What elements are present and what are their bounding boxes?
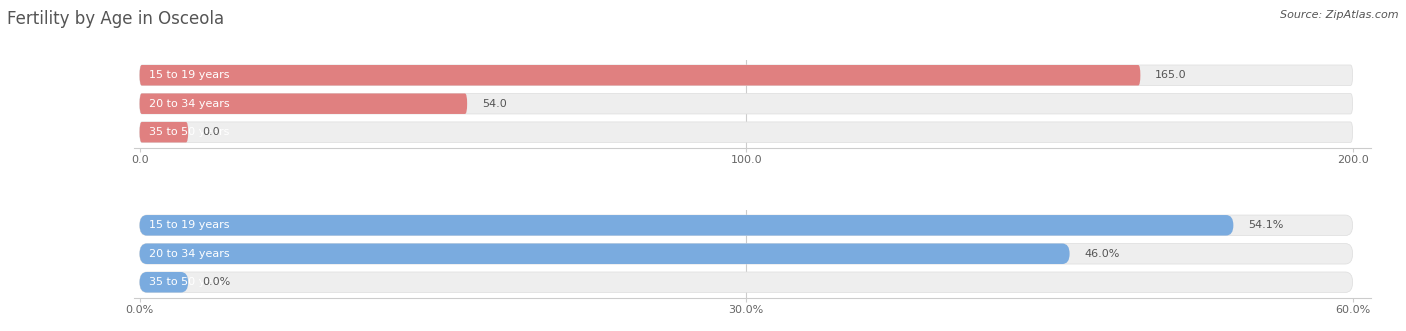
Text: 165.0: 165.0 [1154, 70, 1187, 80]
Text: 0.0%: 0.0% [202, 277, 231, 287]
Text: 20 to 34 years: 20 to 34 years [149, 249, 231, 259]
FancyBboxPatch shape [139, 93, 467, 114]
Text: 54.0: 54.0 [482, 99, 506, 109]
FancyBboxPatch shape [139, 215, 1353, 236]
FancyBboxPatch shape [139, 93, 1353, 114]
Text: 15 to 19 years: 15 to 19 years [149, 220, 229, 230]
FancyBboxPatch shape [139, 65, 1140, 85]
FancyBboxPatch shape [139, 244, 1353, 264]
Text: 15 to 19 years: 15 to 19 years [149, 70, 229, 80]
Text: Source: ZipAtlas.com: Source: ZipAtlas.com [1281, 10, 1399, 20]
Text: 0.0: 0.0 [202, 127, 221, 137]
FancyBboxPatch shape [139, 244, 1070, 264]
FancyBboxPatch shape [139, 272, 1353, 293]
Text: 35 to 50 years: 35 to 50 years [149, 127, 229, 137]
Text: Fertility by Age in Osceola: Fertility by Age in Osceola [7, 10, 224, 28]
FancyBboxPatch shape [139, 122, 188, 142]
Text: 20 to 34 years: 20 to 34 years [149, 99, 231, 109]
Text: 54.1%: 54.1% [1249, 220, 1284, 230]
FancyBboxPatch shape [139, 65, 1353, 85]
FancyBboxPatch shape [139, 215, 1233, 236]
FancyBboxPatch shape [139, 272, 188, 293]
Text: 35 to 50 years: 35 to 50 years [149, 277, 229, 287]
Text: 46.0%: 46.0% [1084, 249, 1119, 259]
FancyBboxPatch shape [139, 122, 1353, 142]
